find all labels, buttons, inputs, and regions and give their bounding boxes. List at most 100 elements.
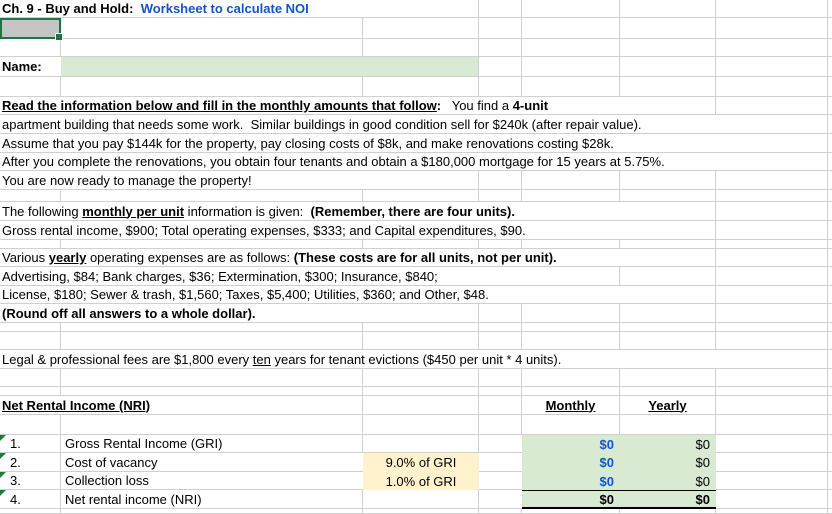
empty-cell[interactable] [716, 286, 828, 304]
percent-cell[interactable]: 9.0% of GRI [363, 453, 479, 472]
empty-cell[interactable] [363, 304, 479, 323]
paragraph-cell[interactable]: Read the information below and fill in t… [0, 97, 620, 115]
row-label-cell[interactable]: Net rental income (NRI) [61, 490, 363, 509]
empty-cell[interactable] [363, 509, 479, 514]
empty-cell[interactable] [716, 323, 828, 332]
paragraph-cell[interactable]: Gross rental income, $900; Total operati… [0, 221, 620, 240]
paragraph-cell[interactable]: The following monthly per unit informati… [0, 202, 620, 221]
empty-cell[interactable] [479, 171, 522, 190]
empty-cell[interactable] [479, 472, 522, 490]
row-label-cell[interactable]: Collection loss [61, 472, 363, 490]
empty-cell[interactable] [61, 190, 363, 202]
empty-cell[interactable] [61, 369, 363, 387]
empty-cell[interactable] [479, 0, 522, 18]
empty-cell[interactable] [620, 202, 716, 221]
empty-cell[interactable] [522, 267, 620, 286]
paragraph-cell[interactable]: You are now ready to manage the property… [0, 171, 363, 190]
empty-cell[interactable] [0, 323, 61, 332]
empty-cell[interactable] [479, 415, 522, 435]
empty-cell[interactable] [522, 0, 620, 18]
empty-cell[interactable] [479, 304, 522, 323]
empty-cell[interactable] [479, 323, 522, 332]
empty-cell[interactable] [620, 304, 716, 323]
empty-cell[interactable] [620, 286, 716, 304]
empty-cell[interactable] [716, 350, 828, 369]
row-label-cell[interactable]: Cost of vacancy [61, 453, 363, 472]
empty-cell[interactable] [479, 435, 522, 453]
empty-cell[interactable] [716, 97, 828, 115]
empty-cell[interactable] [363, 369, 479, 387]
empty-cell[interactable] [479, 509, 522, 514]
empty-cell[interactable] [479, 396, 522, 415]
yearly-value-cell[interactable]: $0 [620, 472, 716, 490]
empty-cell[interactable] [0, 509, 61, 514]
empty-cell[interactable] [363, 0, 479, 18]
empty-cell[interactable] [61, 77, 363, 97]
monthly-header-cell[interactable]: Monthly [522, 396, 620, 415]
empty-cell[interactable] [61, 387, 363, 396]
empty-cell[interactable] [479, 453, 522, 472]
empty-cell[interactable] [479, 387, 522, 396]
empty-cell[interactable] [716, 57, 828, 77]
empty-cell[interactable] [620, 323, 716, 332]
empty-cell[interactable] [0, 240, 61, 249]
empty-cell[interactable] [716, 435, 828, 453]
empty-cell[interactable] [61, 415, 363, 435]
empty-cell[interactable] [620, 369, 716, 387]
row-number-cell[interactable]: 3. [0, 472, 61, 490]
empty-cell[interactable] [522, 39, 620, 57]
empty-cell[interactable] [620, 267, 716, 286]
empty-cell[interactable] [620, 171, 716, 190]
empty-cell[interactable] [522, 304, 620, 323]
empty-cell[interactable] [716, 0, 828, 18]
empty-cell[interactable] [620, 190, 716, 202]
empty-cell[interactable] [716, 240, 828, 249]
empty-cell[interactable] [620, 221, 716, 240]
empty-cell[interactable] [522, 415, 620, 435]
selected-cell[interactable] [0, 18, 63, 41]
empty-cell[interactable] [479, 369, 522, 387]
empty-cell[interactable] [0, 332, 61, 350]
empty-cell[interactable] [363, 240, 479, 249]
empty-cell[interactable] [479, 18, 522, 39]
empty-cell[interactable] [716, 249, 828, 267]
empty-cell[interactable] [522, 387, 620, 396]
empty-cell[interactable] [716, 221, 828, 240]
monthly-value-cell[interactable]: $0 [522, 453, 620, 472]
empty-cell[interactable] [479, 240, 522, 249]
empty-cell[interactable] [522, 57, 620, 77]
empty-cell[interactable] [522, 77, 620, 97]
empty-cell[interactable] [620, 77, 716, 97]
empty-cell[interactable] [716, 115, 828, 134]
empty-cell[interactable] [716, 202, 828, 221]
paragraph-cell[interactable]: Assume that you pay $144k for the proper… [0, 134, 716, 153]
row-number-cell[interactable]: 1. [0, 435, 61, 453]
empty-cell[interactable] [363, 415, 479, 435]
empty-cell[interactable] [620, 18, 716, 39]
empty-cell[interactable] [479, 490, 522, 509]
fill-handle[interactable] [55, 33, 63, 41]
paragraph-cell[interactable]: (Round off all answers to a whole dollar… [0, 304, 363, 323]
paragraph-cell[interactable]: Ch. 9 - Buy and Hold: Worksheet to calcu… [0, 0, 363, 18]
empty-cell[interactable] [61, 509, 363, 514]
yearly-value-cell[interactable]: $0 [620, 453, 716, 472]
empty-cell[interactable] [716, 39, 828, 57]
paragraph-cell[interactable]: apartment building that needs some work.… [0, 115, 716, 134]
name-label-cell[interactable]: Name: [0, 57, 61, 77]
paragraph-cell[interactable]: Various yearly operating expenses are as… [0, 249, 620, 267]
yearly-value-cell[interactable]: $0 [620, 490, 716, 509]
empty-cell[interactable] [522, 171, 620, 190]
empty-cell[interactable] [363, 323, 479, 332]
empty-cell[interactable] [363, 190, 479, 202]
empty-cell[interactable] [522, 369, 620, 387]
empty-cell[interactable] [522, 323, 620, 332]
empty-cell[interactable] [363, 18, 479, 39]
empty-cell[interactable] [716, 387, 828, 396]
empty-cell[interactable] [620, 97, 716, 115]
empty-cell[interactable] [0, 190, 61, 202]
monthly-value-cell[interactable]: $0 [522, 435, 620, 453]
empty-cell[interactable] [620, 332, 716, 350]
empty-cell[interactable] [620, 509, 716, 514]
empty-cell[interactable] [716, 490, 828, 509]
paragraph-cell[interactable]: License, $180; Sewer & trash, $1,560; Ta… [0, 286, 620, 304]
